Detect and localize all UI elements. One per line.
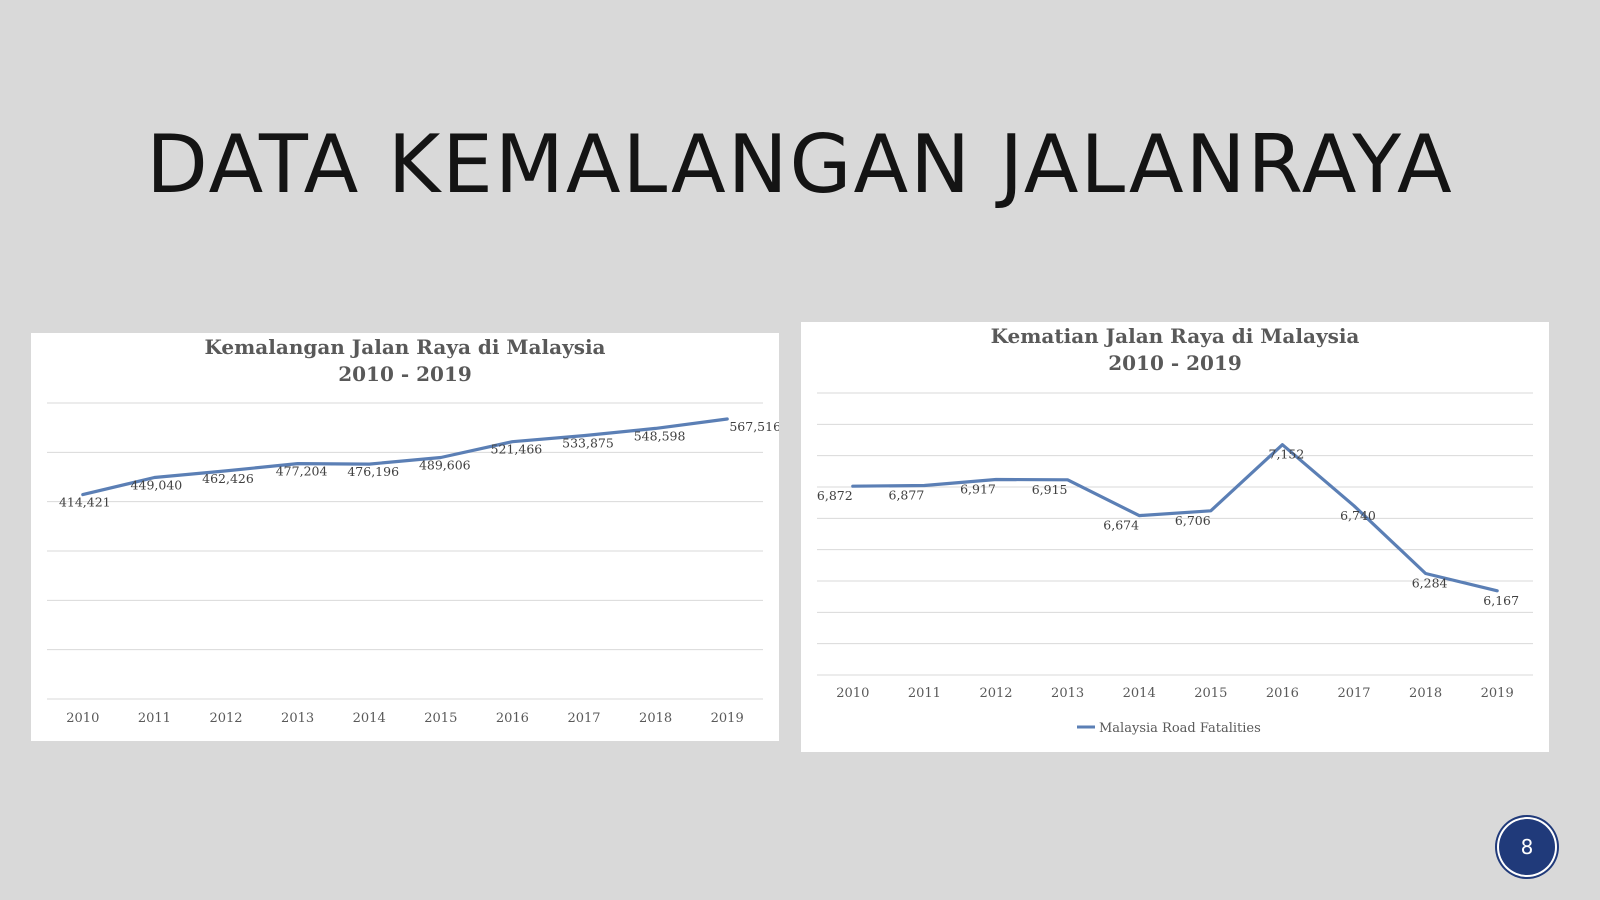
data-label: 6,167	[1483, 593, 1519, 608]
data-label: 462,426	[202, 471, 254, 486]
x-tick-label: 2013	[1051, 686, 1084, 701]
x-tick-label: 2016	[1266, 686, 1299, 701]
data-label: 521,466	[491, 442, 543, 457]
chart-subtitle: 2010 - 2019	[1108, 351, 1242, 375]
accidents-chart-svg: Kemalangan Jalan Raya di Malaysia 2010 -…	[47, 335, 779, 726]
legend-label: Malaysia Road Fatalities	[1099, 721, 1261, 736]
x-tick-label: 2011	[908, 686, 941, 701]
data-label: 6,917	[960, 482, 996, 497]
chart-title: Kematian Jalan Raya di Malaysia	[991, 324, 1360, 348]
fatalities-chart: Kematian Jalan Raya di Malaysia 2010 - 2…	[801, 322, 1549, 752]
page-number-badge: 8	[1499, 819, 1555, 875]
data-label: 6,674	[1103, 518, 1139, 533]
x-tick-label: 2017	[567, 711, 600, 726]
data-label: 489,606	[419, 457, 471, 472]
x-tick-label: 2018	[1409, 686, 1442, 701]
series-line	[81, 417, 729, 497]
data-label: 6,872	[817, 488, 853, 503]
data-label: 533,875	[562, 436, 614, 451]
x-tick-label: 2019	[711, 711, 744, 726]
data-label: 6,706	[1175, 513, 1211, 528]
x-tick-label: 2018	[639, 711, 672, 726]
data-label: 477,204	[276, 464, 328, 479]
data-label: 7,152	[1269, 447, 1305, 462]
x-tick-label: 2016	[496, 711, 529, 726]
x-tick-label: 2015	[424, 711, 457, 726]
x-tick-label: 2017	[1337, 686, 1370, 701]
data-label: 6,877	[889, 487, 925, 502]
fatalities-chart-svg: Kematian Jalan Raya di Malaysia 2010 - 2…	[817, 324, 1533, 736]
x-tick-label: 2012	[209, 711, 242, 726]
data-label: 6,284	[1412, 575, 1448, 590]
x-tick-label: 2011	[138, 711, 171, 726]
x-tick-label: 2012	[979, 686, 1012, 701]
series-line	[851, 443, 1499, 593]
x-tick-label: 2010	[836, 686, 869, 701]
data-label: 6,915	[1032, 482, 1068, 497]
x-tick-label: 2014	[353, 711, 386, 726]
x-tick-label: 2013	[281, 711, 314, 726]
accidents-chart: Kemalangan Jalan Raya di Malaysia 2010 -…	[31, 333, 779, 741]
data-label: 414,421	[59, 495, 111, 510]
data-label: 548,598	[634, 428, 686, 443]
data-label: 449,040	[131, 477, 183, 492]
x-tick-label: 2014	[1123, 686, 1156, 701]
x-tick-label: 2015	[1194, 686, 1227, 701]
chart-subtitle: 2010 - 2019	[338, 362, 472, 386]
x-tick-label: 2010	[66, 711, 99, 726]
chart-title: Kemalangan Jalan Raya di Malaysia	[204, 335, 605, 359]
data-label: 6,740	[1340, 508, 1376, 523]
data-label: 567,516	[729, 419, 779, 434]
data-label: 476,196	[347, 464, 399, 479]
slide-title: DATA KEMALANGAN JALANRAYA	[146, 118, 1454, 211]
x-tick-label: 2019	[1481, 686, 1514, 701]
